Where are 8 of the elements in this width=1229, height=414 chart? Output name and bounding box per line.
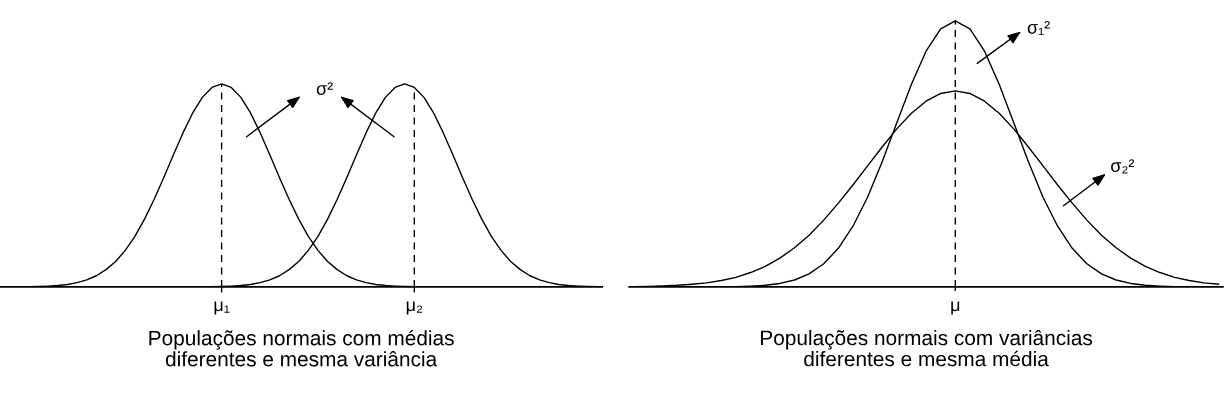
annotation: σ² xyxy=(316,82,333,95)
text: μ xyxy=(951,301,960,315)
x-tick-label: μ₂ xyxy=(406,301,423,315)
x-axis-title: Populações normais com variâncias diferentes e mesma média xyxy=(761,329,1093,367)
annotation: σ₂² xyxy=(1111,159,1135,174)
x-axis-title: Populações normais com médias diferentes e mesma variância xyxy=(149,329,454,367)
x-tick-label: μ₁ xyxy=(214,301,230,315)
annotation: σ₁² xyxy=(1027,20,1050,36)
